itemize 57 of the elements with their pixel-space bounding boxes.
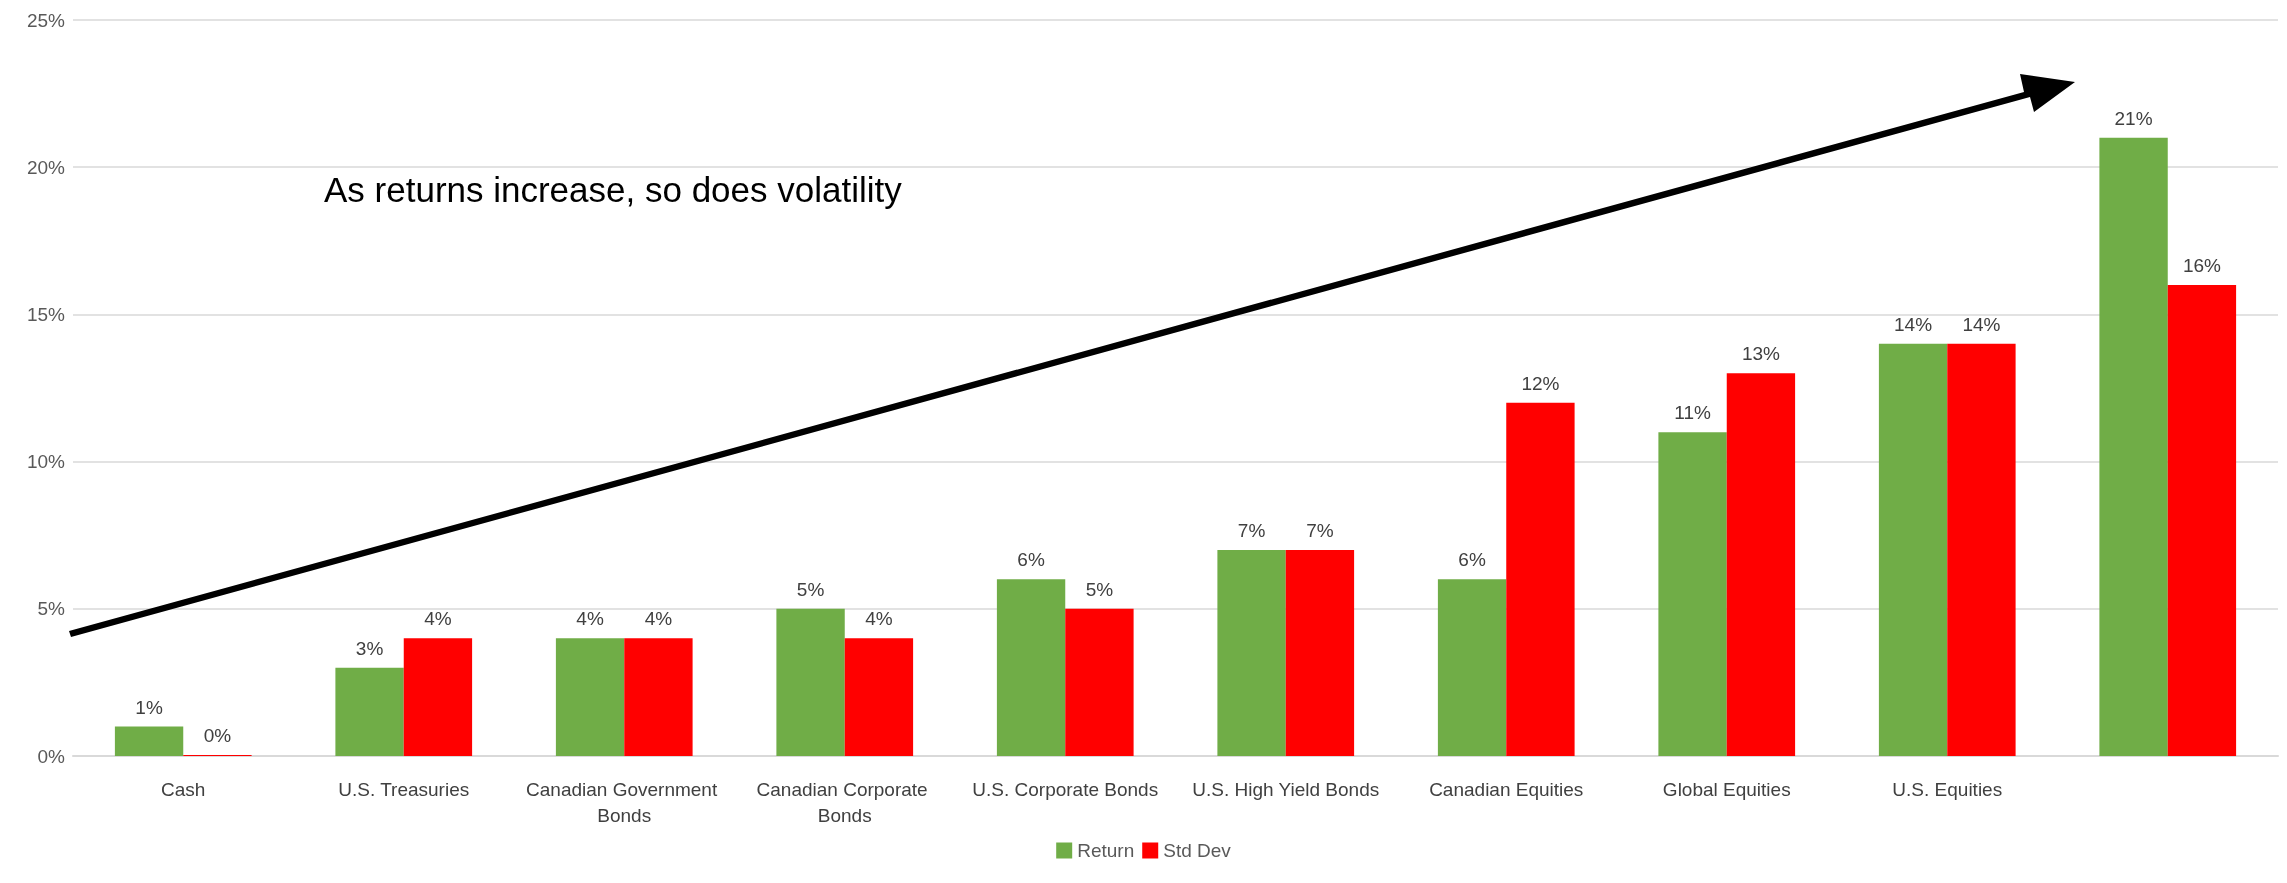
data-label: 21%: [2114, 107, 2153, 129]
bar: [1506, 402, 1575, 756]
data-label: 16%: [2182, 254, 2222, 276]
data-label: 4%: [644, 608, 673, 630]
data-label: 0%: [203, 725, 232, 746]
data-label: 4%: [865, 608, 893, 630]
bar: [1217, 549, 1286, 756]
bar: [555, 638, 625, 756]
data-label: 7%: [1306, 519, 1334, 541]
y-tick-label: 25%: [26, 9, 66, 31]
data-label: 4%: [576, 608, 604, 630]
data-label: 4%: [424, 608, 452, 630]
bar: [1658, 432, 1727, 756]
legend-label: Std Dev: [1163, 840, 1232, 861]
x-tick-label: U.S. Equities: [1892, 778, 2003, 800]
bar: [624, 638, 693, 756]
x-tick-label: U.S. Corporate Bonds: [972, 778, 1159, 800]
data-label: 7%: [1237, 519, 1266, 541]
data-label: 5%: [796, 578, 825, 600]
x-tick-label: Cash: [161, 778, 206, 800]
bar: [2099, 137, 2168, 756]
x-tick-label: Global Equities: [1662, 778, 1791, 800]
annotation: As returns increase, so does volatility: [324, 170, 903, 209]
y-tick-label: 20%: [26, 156, 66, 178]
x-tick-label: Canadian Equities: [1429, 778, 1584, 800]
bar: [1285, 549, 1355, 756]
data-label: 11%: [1674, 402, 1711, 424]
bar: [114, 726, 184, 756]
data-label: 6%: [1458, 549, 1486, 571]
y-tick-label: 0%: [37, 745, 66, 767]
x-tick-label: Canadian Corporate Bonds: [756, 778, 933, 826]
y-tick-label: 15%: [26, 303, 66, 325]
data-label: 5%: [1085, 578, 1114, 600]
data-label: 14%: [1962, 313, 2001, 335]
bar: [1437, 579, 1507, 756]
bar: [1065, 608, 1134, 756]
bar: [335, 667, 404, 756]
legend-label: Return: [1077, 840, 1135, 861]
data-label: 12%: [1521, 372, 1560, 394]
data-label: 13%: [1741, 343, 1781, 365]
y-tick-label: 5%: [37, 598, 66, 620]
bar: [403, 638, 473, 756]
bar: [1726, 373, 1796, 756]
x-tick-label: Canadian Government Bonds: [526, 778, 723, 826]
data-label: 1%: [135, 696, 163, 718]
data-label: 14%: [1894, 313, 1933, 335]
bar: [996, 579, 1066, 756]
bar: [776, 608, 845, 756]
bar: [1947, 343, 2016, 756]
bar: [844, 638, 914, 756]
x-tick-label: U.S. High Yield Bonds: [1192, 778, 1380, 800]
data-label: 3%: [355, 637, 384, 659]
bar: [1878, 343, 1948, 756]
bar: [2167, 284, 2237, 756]
x-tick-label: U.S. Treasuries: [338, 778, 470, 800]
data-label: 6%: [1017, 549, 1045, 571]
y-tick-label: 10%: [26, 451, 66, 473]
